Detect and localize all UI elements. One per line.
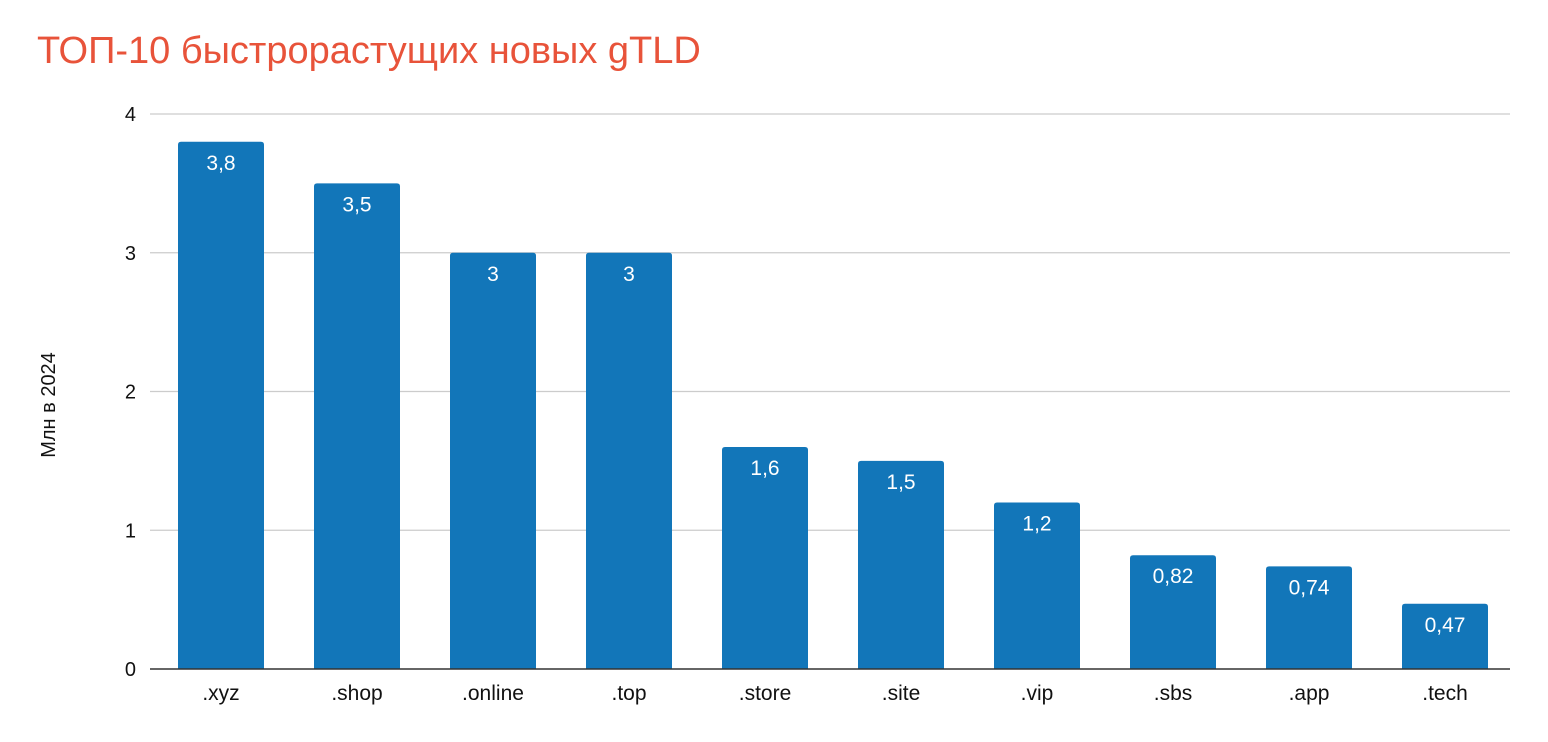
bar (178, 141, 264, 669)
data-label: 0,47 (1425, 614, 1466, 637)
bar (858, 460, 944, 669)
x-tick-label: .top (611, 682, 646, 705)
data-label: 0,82 (1153, 565, 1194, 588)
bar (722, 447, 808, 669)
data-label: 3,8 (206, 152, 235, 175)
y-tick-label: 4 (125, 104, 136, 126)
data-label: 1,2 (1022, 513, 1051, 536)
x-tick-label: .online (462, 682, 524, 705)
data-label: 3 (623, 263, 635, 286)
y-tick-label: 3 (125, 243, 136, 265)
x-tick-label: .store (739, 682, 792, 705)
data-label: 1,5 (886, 471, 915, 494)
x-tick-label: .tech (1422, 682, 1468, 705)
x-tick-label: .site (882, 682, 921, 705)
x-tick-label: .sbs (1154, 682, 1193, 705)
x-tick-label: .vip (1021, 682, 1054, 705)
y-tick-label: 0 (125, 659, 136, 681)
data-label: 3,5 (342, 193, 371, 216)
bars: 3,8 3,5 3 3 1,6 1,5 1,2 0,82 0,74 0,47 (178, 141, 1488, 669)
bar (314, 183, 400, 669)
chart-title: ТОП-10 быстрорастущих новых gTLD (37, 30, 701, 72)
y-axis-title: Млн в 2024 (38, 352, 60, 458)
bar (450, 252, 536, 669)
x-tick-label: .xyz (202, 682, 239, 705)
data-label: 0,74 (1289, 576, 1330, 599)
y-tick-label: 1 (125, 520, 136, 542)
data-label: 1,6 (750, 457, 779, 480)
bar (1130, 555, 1216, 669)
x-tick-label: .shop (331, 682, 382, 705)
data-label: 3 (487, 263, 499, 286)
bar (586, 252, 672, 669)
axes: 0 1 2 3 4 .xyz .shop .online .top .store .site .vip… (125, 104, 1510, 705)
x-tick-label: .app (1289, 682, 1330, 705)
bar (1402, 603, 1488, 669)
y-tick-label: 2 (125, 382, 136, 404)
bar (994, 502, 1080, 669)
bar (1266, 566, 1352, 669)
